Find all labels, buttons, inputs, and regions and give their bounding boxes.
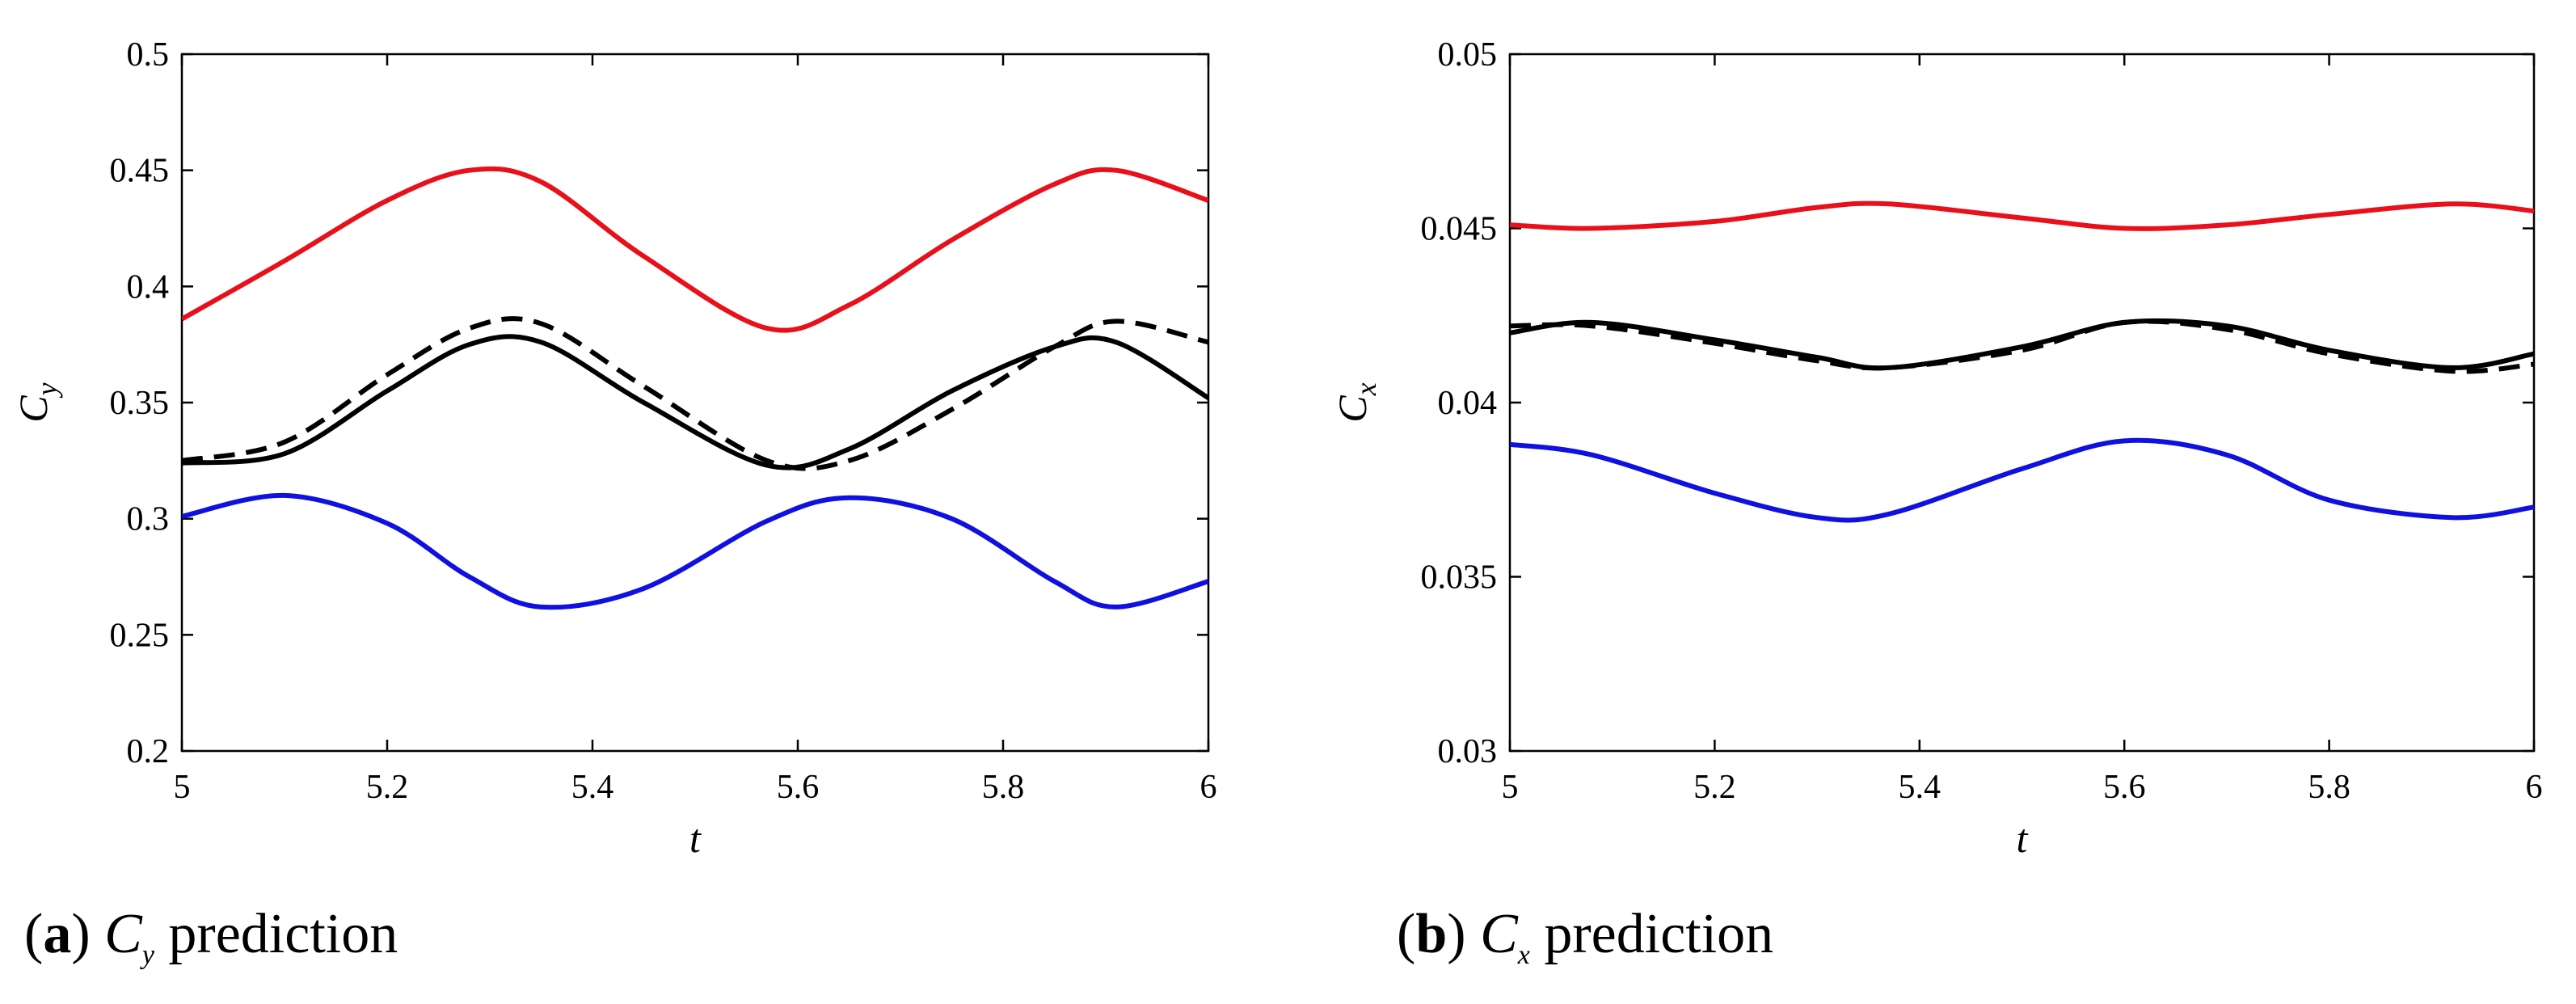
panel-a-xtick-label: 5 <box>174 769 191 806</box>
caption-b-text: prediction <box>1544 903 1773 965</box>
caption-a-symbol: C <box>104 903 143 965</box>
caption-b-subscript: x <box>1517 940 1530 970</box>
panel-a-series-blue <box>182 492 1208 610</box>
panel-b-plot-frame <box>1508 53 2536 753</box>
caption-b: (b) Cx prediction <box>1397 903 1773 970</box>
panel-a-ytick-label: 0.35 <box>110 385 170 422</box>
panel-b: 5 5.2 5.4 5.6 5.8 6 0.03 0.035 0.04 0.045 0.05 t Cx <box>1330 36 2543 861</box>
panel-b-xtick-label: 6 <box>2526 769 2543 806</box>
panel-a-ylabel: Cy <box>11 382 63 422</box>
panel-b-xlabel: t <box>2017 816 2029 861</box>
panel-b-xtick-label: 5.4 <box>1899 769 1941 806</box>
panel-b-ytick-label: 0.03 <box>1438 733 1498 770</box>
panel-b-xtick-label: 5.6 <box>2103 769 2146 806</box>
panel-b-ytick-label: 0.04 <box>1438 385 1498 422</box>
caption-a-text: prediction <box>168 903 398 965</box>
panel-a: 5 5.2 5.4 5.6 5.8 6 0.2 0.25 0.3 0.35 0.4 0.45 0.5 t C… <box>11 36 1217 861</box>
panel-a-ytick-label: 0.45 <box>110 153 170 190</box>
caption-a-subscript: y <box>140 940 155 970</box>
panel-a-xlabel: t <box>689 816 702 861</box>
panel-a-ytick-label: 0.3 <box>127 501 170 538</box>
panel-b-series-black-solid <box>1510 318 2534 371</box>
panel-b-series-blue <box>1510 437 2534 523</box>
panel-a-xtick-label: 6 <box>1200 769 1217 806</box>
panel-a-xtick-label: 5.2 <box>366 769 409 806</box>
panel-a-xtick-label: 5.8 <box>982 769 1025 806</box>
panel-a-series-red <box>182 166 1208 333</box>
panel-a-xtick-label: 5.6 <box>777 769 820 806</box>
panel-b-series-red <box>1510 200 2534 231</box>
panel-b-ytick-label: 0.045 <box>1421 211 1498 248</box>
caption-b-symbol: C <box>1480 903 1519 965</box>
panel-a-ytick-label: 0.2 <box>127 733 170 770</box>
panel-a-ytick-label: 0.5 <box>127 36 170 74</box>
panel-a-ytick-label: 0.25 <box>110 617 170 654</box>
caption-a: (a) Cy prediction <box>24 903 398 970</box>
panel-b-xtick-label: 5.2 <box>1693 769 1736 806</box>
panel-a-xtick-label: 5.4 <box>571 769 614 806</box>
panel-a-plot-frame <box>180 53 1210 753</box>
panel-b-ylabel: Cx <box>1330 382 1382 422</box>
panel-b-xtick-label: 5.8 <box>2308 769 2350 806</box>
caption-b-letter: b <box>1415 903 1447 965</box>
panel-b-ytick-label: 0.05 <box>1438 36 1498 74</box>
caption-a-letter: a <box>43 903 71 965</box>
panel-b-ytick-label: 0.035 <box>1421 559 1498 597</box>
panel-b-series-black-dashed <box>1510 318 2534 374</box>
panel-a-series-black-solid <box>182 334 1208 470</box>
panel-b-xtick-label: 5 <box>1502 769 1519 806</box>
panel-a-ytick-label: 0.4 <box>127 268 170 306</box>
